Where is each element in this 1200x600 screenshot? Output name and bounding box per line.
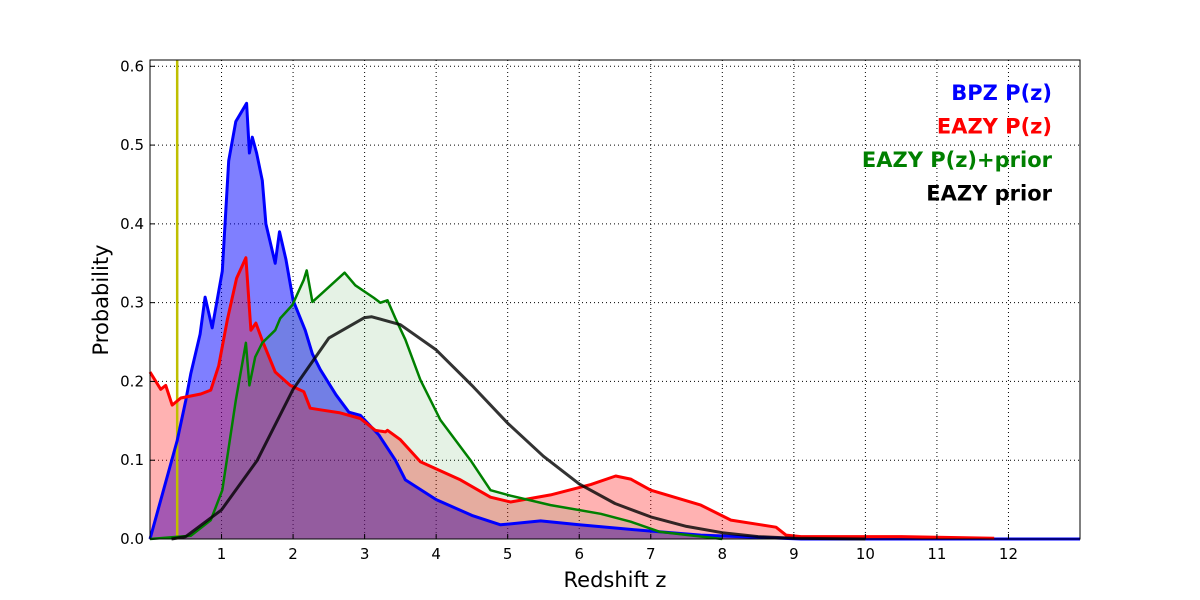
grid: [150, 60, 1080, 539]
x-tick-label: 12: [999, 545, 1018, 563]
series-fills: [150, 103, 1080, 540]
bpz-p-z-fill: [150, 103, 1080, 540]
legend-entry: BPZ P(z): [951, 81, 1052, 105]
x-axis-label: Redshift z: [564, 568, 667, 592]
x-tick-label: 4: [431, 545, 441, 563]
x-tick-label: 7: [646, 545, 656, 563]
legend-entry: EAZY P(z): [937, 115, 1052, 139]
bpz-p-z-line: [148, 101, 1080, 541]
y-tick-label: 0.5: [120, 136, 144, 154]
y-tick-label: 0.4: [120, 215, 144, 233]
y-tick-label: 0.1: [120, 451, 144, 469]
x-tick-label: 11: [927, 545, 946, 563]
eazy-p-z-fill: [150, 257, 995, 539]
legend-entry: EAZY P(z)+prior: [862, 148, 1053, 172]
x-tick-label: 8: [718, 545, 728, 563]
y-tick-label: 0.2: [120, 372, 144, 390]
y-tick-label: 0.3: [120, 294, 144, 312]
eazy-p-z-prior-line: [149, 269, 723, 541]
legend-entry: EAZY prior: [926, 182, 1052, 206]
x-tick-label: 9: [789, 545, 799, 563]
x-tick-label: 2: [288, 545, 298, 563]
plot-frame: [149, 59, 1081, 540]
x-tick-label: 3: [360, 545, 370, 563]
y-tick-label: 0.6: [120, 57, 144, 75]
eazy-p-z-prior-fill: [150, 270, 723, 539]
x-tick-label: 10: [856, 545, 875, 563]
legend: BPZ P(z) EAZY P(z) EAZY P(z)+prior EAZY pri…: [862, 81, 1053, 206]
series-lines: [148, 101, 1080, 541]
x-tick-label: 5: [503, 545, 513, 563]
y-tick-label: 0.0: [120, 530, 144, 548]
eazy-p-z-line: [148, 256, 995, 540]
eazy-prior-line: [171, 315, 866, 541]
ticks: 1 2 3 4 5 6 7 8 9 10 11 120.00.10.20.30.40.50.6: [120, 57, 1018, 563]
y-axis-label: Probability: [89, 244, 113, 355]
x-tick-label: 1: [217, 545, 227, 563]
x-tick-label: 6: [574, 545, 584, 563]
